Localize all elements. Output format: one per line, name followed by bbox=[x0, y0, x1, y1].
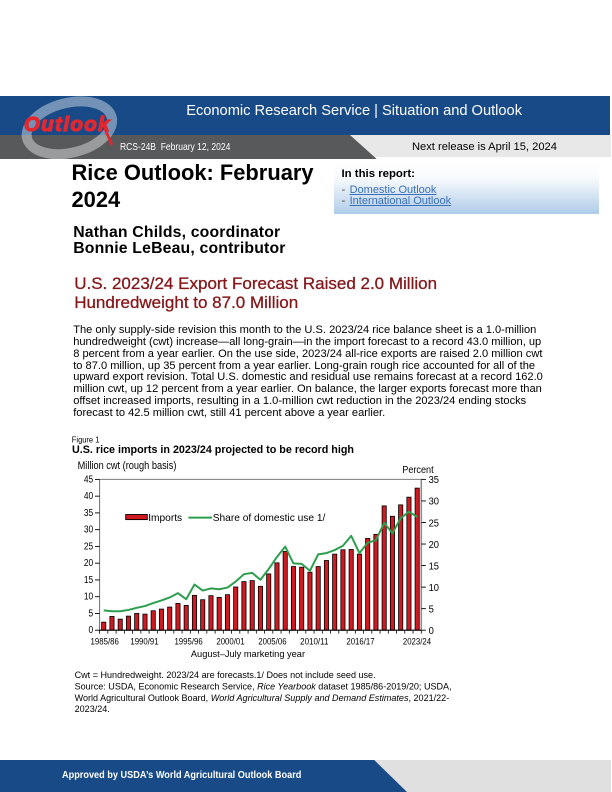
svg-text:2000/01: 2000/01 bbox=[216, 636, 244, 646]
svg-text:30: 30 bbox=[84, 525, 94, 536]
svg-text:5: 5 bbox=[89, 608, 94, 619]
svg-text:0: 0 bbox=[89, 625, 94, 636]
svg-text:1990/91: 1990/91 bbox=[130, 636, 158, 646]
svg-text:20: 20 bbox=[84, 558, 94, 569]
svg-text:Imports: Imports bbox=[148, 513, 182, 524]
svg-text:U.S. rice imports in 2023/24 p: U.S. rice imports in 2023/24 projected t… bbox=[72, 444, 354, 456]
svg-text:45: 45 bbox=[84, 474, 94, 485]
svg-text:15: 15 bbox=[429, 561, 440, 572]
svg-text:World Agricultural Outlook Boa: World Agricultural Outlook Board, World … bbox=[75, 693, 450, 703]
svg-text:40: 40 bbox=[84, 491, 94, 502]
svg-text:Cwt = Hundredweight. 2023/24 a: Cwt = Hundredweight. 2023/24 are forecas… bbox=[75, 670, 376, 680]
svg-text:1985/86: 1985/86 bbox=[91, 636, 119, 646]
svg-text:Percent: Percent bbox=[402, 464, 433, 476]
svg-text:August–July marketing year: August–July marketing year bbox=[191, 649, 305, 659]
svg-text:25: 25 bbox=[84, 541, 94, 552]
svg-text:2023/24.: 2023/24. bbox=[75, 704, 110, 714]
svg-text:2016/17: 2016/17 bbox=[346, 636, 374, 646]
svg-text:0: 0 bbox=[429, 626, 435, 637]
svg-text:2023/24: 2023/24 bbox=[403, 636, 431, 646]
svg-text:Share of domestic use 1/: Share of domestic use 1/ bbox=[213, 513, 326, 524]
svg-text:5: 5 bbox=[429, 604, 435, 615]
svg-text:2005/06: 2005/06 bbox=[258, 636, 286, 646]
svg-text:2010/11: 2010/11 bbox=[300, 636, 328, 646]
svg-text:30: 30 bbox=[429, 497, 440, 508]
svg-text:10: 10 bbox=[429, 583, 440, 594]
svg-text:25: 25 bbox=[429, 518, 440, 529]
svg-text:15: 15 bbox=[84, 575, 94, 586]
svg-text:10: 10 bbox=[84, 592, 94, 603]
svg-text:Figure 1: Figure 1 bbox=[72, 435, 100, 445]
svg-text:Outlook: Outlook bbox=[24, 113, 111, 136]
svg-text:Million cwt (rough basis): Million cwt (rough basis) bbox=[78, 460, 177, 472]
svg-text:20: 20 bbox=[429, 540, 440, 551]
svg-text:35: 35 bbox=[84, 508, 94, 519]
svg-text:1995/96: 1995/96 bbox=[174, 636, 202, 646]
svg-text:Source: USDA, Economic Researc: Source: USDA, Economic Research Service,… bbox=[75, 681, 452, 691]
svg-text:35: 35 bbox=[429, 475, 440, 486]
